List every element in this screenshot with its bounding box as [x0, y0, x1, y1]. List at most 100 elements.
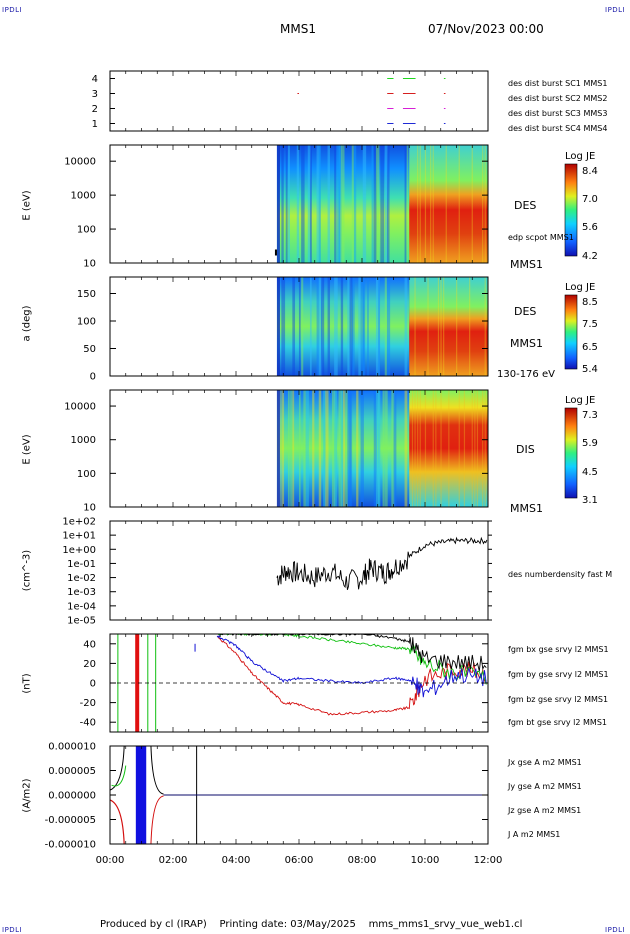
p5-ytick-label: 1e-03 — [67, 587, 96, 598]
p7-legend-jx: Jx gse A m2 MMS1 — [508, 758, 582, 767]
p7-jz-block — [135, 746, 147, 844]
p3-spectrogram-streak — [301, 277, 304, 376]
p4-cb-tick: 3.1 — [582, 495, 598, 506]
p4-spectrogram-streak — [373, 390, 377, 507]
p3-spectrogram-streak — [443, 277, 445, 376]
p4-spectrogram-streak — [292, 390, 295, 507]
p3-spectrogram-streak — [340, 277, 344, 376]
p2-spectrogram-streak — [353, 145, 357, 263]
p2-spectrogram-streak — [301, 145, 305, 263]
p7-legend-jz: Jz gse A m2 MMS1 — [508, 806, 582, 815]
p5-ytick-label: 1e+01 — [62, 531, 96, 542]
p3-spectrogram-streak — [427, 277, 429, 376]
p3-spectrogram-streak — [404, 277, 408, 376]
p3-cb-tick: 6.5 — [582, 342, 598, 353]
p3-ytick-label: 0 — [90, 372, 96, 383]
p3-spectrogram-streak — [281, 277, 286, 376]
p7-j-curve — [109, 745, 125, 791]
p3-spectrogram-streak — [334, 277, 338, 376]
p1-ytick-label: 4 — [92, 74, 98, 85]
p2-cb-tick: 7.0 — [582, 194, 598, 205]
p3-spectrogram-edge — [276, 277, 280, 376]
footer-filename: mms_mms1_srvy_vue_web1.cl — [368, 919, 523, 930]
p6-legend-by: fgm by gse srvy l2 MMS1 — [508, 670, 609, 679]
p2-spectrogram-streak — [327, 145, 331, 263]
p2-spectrogram-streak — [281, 145, 284, 263]
p5-right-label: des numberdensity fast M — [508, 570, 613, 579]
p3-cb-tick: 5.4 — [582, 364, 598, 375]
p3-spectrogram-streak — [469, 277, 471, 376]
p2-colorbar — [564, 163, 578, 257]
p6-series-line — [216, 635, 487, 716]
p2-scpot-mark — [274, 249, 277, 256]
p4-ytick-label: 1000 — [71, 435, 96, 446]
p3-spectrogram-streak — [292, 277, 296, 376]
x-tick-label: 00:00 — [96, 855, 125, 866]
p4-spectrogram-streak — [325, 390, 329, 507]
p4-spectrogram-streak — [411, 390, 414, 507]
p7-ytick-label: 0.000010 — [48, 742, 96, 753]
footer-produced: Produced by cl (IRAP) — [100, 919, 207, 930]
p4-spectrogram-streak — [378, 390, 381, 507]
p4-spectrogram-streak — [432, 390, 434, 507]
p3-spectrogram-streak — [309, 277, 312, 376]
p2-spectrogram-streak — [316, 145, 320, 263]
p2-ytick-label: 1000 — [71, 191, 96, 202]
p1-ytick-label: 2 — [92, 104, 98, 115]
p2-spectrogram-streak — [287, 145, 290, 263]
p3-spectrogram-streak — [327, 277, 331, 376]
p4-spectrogram-streak — [458, 390, 460, 507]
p2-spectrogram-streak — [404, 145, 407, 263]
p4-right-label: DIS — [516, 443, 535, 456]
p3-spectrogram-streak — [386, 277, 391, 376]
p1-ytick-label: 1 — [92, 119, 98, 130]
p2-spectrogram-streak — [285, 145, 288, 263]
p7-ytick-label: 0.000005 — [48, 766, 96, 777]
p3-spectrogram-streak — [375, 277, 380, 376]
p4-spectrogram-streak — [305, 390, 309, 507]
footer-printing-date: Printing date: 03/May/2025 — [219, 919, 356, 930]
p3-spectrogram-streak — [440, 277, 442, 376]
p3-range-label: 130-176 eV — [497, 369, 555, 380]
p2-scpot-label: edp scpot MMS1 — [508, 233, 574, 242]
p2-cb-tick: 5.6 — [582, 222, 598, 233]
p7-ytick-label: -0.000010 — [45, 840, 96, 851]
p4-cb-tick: 4.5 — [582, 467, 598, 478]
p4-spectrogram-streak — [391, 390, 395, 507]
p3-spectrogram-streak — [358, 277, 361, 376]
p1-legend-sc3: des dist burst SC3 MMS3 — [508, 109, 608, 118]
p4-unit-label: MMS1 — [510, 502, 543, 515]
p3-spectrogram-streak — [347, 277, 351, 376]
p4-spectrogram-streak — [340, 390, 344, 507]
p3-spectrogram-streak — [298, 277, 301, 376]
p7-ytick-label: -0.000005 — [45, 815, 96, 826]
p5-ytick-label: 1e+00 — [62, 545, 96, 556]
p4-spectrogram-streak — [484, 390, 486, 507]
p1-legend-sc1: des dist burst SC1 MMS1 — [508, 79, 608, 88]
p3-ytick-label: 50 — [83, 344, 96, 355]
p2-ytick-label: 100 — [77, 225, 96, 236]
p4-spectrogram-streak — [384, 390, 388, 507]
corner-label-bottom-right: IPDLI — [605, 926, 626, 934]
p3-ytick-label: 150 — [77, 289, 96, 300]
p4-spectrogram-streak — [338, 390, 343, 507]
p4-spectrogram-streak — [281, 390, 285, 507]
p2-spectrogram-streak — [471, 145, 473, 263]
p4-spectrogram-streak — [290, 390, 293, 507]
p4-spectrogram-hot-region — [409, 390, 488, 507]
p4-spectrogram-streak — [342, 390, 346, 507]
x-tick-label: 06:00 — [285, 855, 314, 866]
p2-spectrogram-streak — [384, 145, 389, 263]
panel-5-frame — [109, 520, 489, 621]
p3-ytick-label: 100 — [77, 317, 96, 328]
p4-spectrogram-streak — [414, 390, 416, 507]
p3-cb-tick: 8.5 — [582, 297, 598, 308]
p7-jx-curve — [109, 799, 125, 845]
p4-spectrogram-streak — [382, 390, 385, 507]
p4-spectrogram-streak — [323, 390, 327, 507]
spacecraft-title: MMS1 — [280, 22, 316, 36]
p3-colorbar-title: Log JE — [565, 282, 596, 293]
p2-spectrogram-streak — [351, 145, 354, 263]
p3-spectrogram-hot-region — [409, 277, 488, 376]
x-tick-label: 12:00 — [474, 855, 503, 866]
